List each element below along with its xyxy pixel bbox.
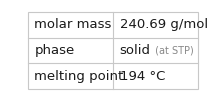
Text: solid: solid	[120, 44, 150, 57]
Text: 240.69 g/mol: 240.69 g/mol	[120, 18, 208, 31]
Text: phase: phase	[34, 44, 75, 57]
Text: melting point: melting point	[34, 70, 124, 83]
Text: molar mass: molar mass	[34, 18, 112, 31]
Text: (at STP): (at STP)	[152, 46, 194, 56]
Text: 194 °C: 194 °C	[120, 70, 165, 83]
